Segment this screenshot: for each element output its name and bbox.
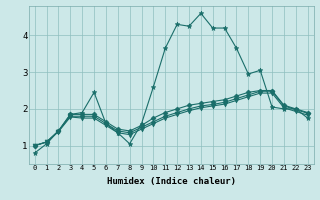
X-axis label: Humidex (Indice chaleur): Humidex (Indice chaleur) — [107, 177, 236, 186]
